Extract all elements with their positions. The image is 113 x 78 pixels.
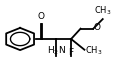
Text: O: O — [93, 23, 100, 32]
Text: F: F — [68, 48, 73, 57]
Text: O: O — [37, 12, 44, 21]
Text: CH$_3$: CH$_3$ — [84, 44, 102, 57]
Text: CH$_3$: CH$_3$ — [93, 4, 111, 17]
Text: H$_2$N: H$_2$N — [46, 45, 65, 57]
